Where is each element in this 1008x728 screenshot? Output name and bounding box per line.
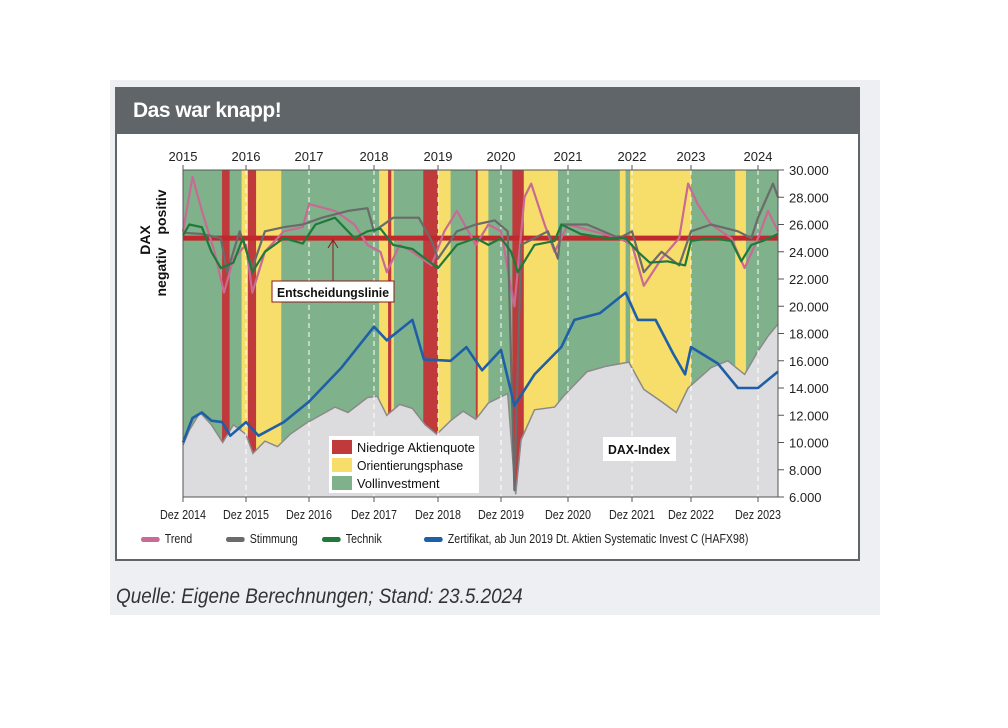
dax-index-label: DAX-Index — [608, 442, 671, 457]
top-tick-label: 2024 — [744, 149, 773, 164]
y-tick-label: 10.000 — [789, 436, 829, 451]
legend-label: Trend — [164, 532, 193, 546]
y-label-negativ: negativ — [153, 247, 169, 296]
phase-band-yellow — [735, 170, 747, 497]
bottom-tick-label: Dez 2016 — [286, 507, 332, 522]
top-tick-label: 2019 — [424, 149, 453, 164]
legend-item-trend: Trend — [141, 532, 192, 546]
phase-band-yellow — [379, 170, 389, 497]
phase-legend-swatch-red — [332, 440, 352, 454]
y-tick-label: 14.000 — [789, 381, 829, 396]
chart-header: Das war knapp! — [117, 89, 858, 134]
series-line-trend — [181, 175, 779, 308]
y-tick-label: 18.000 — [789, 327, 829, 342]
phase-band-yellow — [619, 170, 627, 497]
phase-band-red — [475, 170, 479, 497]
decision-label: Entscheidungslinie — [277, 285, 389, 300]
top-tick-label: 2016 — [232, 149, 261, 164]
legend-item-technik: Technik — [322, 532, 382, 546]
phase-band-yellow — [391, 170, 395, 497]
legend-swatch — [226, 536, 245, 542]
y-tick-label: 26.000 — [789, 218, 829, 233]
decision-arrow-head — [327, 239, 339, 249]
phase-band-yellow — [241, 170, 249, 497]
y-tick-label: 28.000 — [789, 190, 829, 205]
phase-band-red — [247, 170, 257, 497]
y-tick-label: 24.000 — [789, 245, 829, 260]
y-label-positiv: positiv — [153, 189, 169, 234]
source-note: Quelle: Eigene Berechnungen; Stand: 23.5… — [116, 585, 523, 608]
phase-band-yellow — [477, 170, 489, 497]
y-tick-label: 12.000 — [789, 408, 829, 423]
legend-item-zertifikat: Zertifikat, ab Jun 2019 Dt. Aktien Syste… — [424, 532, 748, 546]
phase-band-red — [388, 170, 392, 497]
top-tick-label: 2023 — [677, 149, 706, 164]
bottom-tick-label: Dez 2014 — [160, 507, 206, 522]
y-tick-label: 6.000 — [789, 490, 822, 505]
phase-legend-label: Orientierungsphase — [357, 459, 463, 473]
top-tick-label: 2021 — [554, 149, 583, 164]
top-tick-label: 2022 — [618, 149, 647, 164]
series-line-stimmung — [182, 182, 780, 492]
phase-legend-swatch-green — [332, 476, 352, 490]
top-tick-label: 2020 — [487, 149, 516, 164]
bottom-tick-label: Dez 2017 — [351, 507, 397, 522]
y-label-dax: DAX — [137, 225, 153, 255]
dax-index-line — [182, 323, 779, 495]
top-tick-label: 2015 — [169, 149, 198, 164]
bottom-tick-label: Dez 2023 — [735, 507, 781, 522]
legend-label: Technik — [345, 532, 382, 546]
legend-swatch — [141, 536, 160, 542]
legend-swatch — [424, 536, 443, 542]
series-line-zertifikat — [181, 291, 779, 443]
top-tick-label: 2017 — [295, 149, 324, 164]
legend-label: Zertifikat, ab Jun 2019 Dt. Aktien Syste… — [447, 532, 749, 546]
y-tick-label: 16.000 — [789, 354, 829, 369]
phase-legend-swatch-yellow — [332, 458, 352, 472]
dax-index-label-box — [603, 437, 676, 461]
phase-band-red — [222, 170, 231, 497]
bottom-tick-label: Dez 2019 — [478, 507, 524, 522]
y-tick-label: 22.000 — [789, 272, 829, 287]
bottom-tick-label: Dez 2021 — [609, 507, 655, 522]
bottom-tick-label: Dez 2018 — [415, 507, 461, 522]
legend-label: Stimmung — [249, 532, 298, 546]
phase-legend-label: Vollinvestment — [357, 477, 440, 491]
decision-label-box — [271, 280, 395, 303]
bottom-tick-label: Dez 2015 — [223, 507, 269, 522]
bottom-tick-label: Dez 2020 — [545, 507, 591, 522]
phase-band-green — [625, 170, 631, 497]
bottom-tick-label: Dez 2022 — [668, 507, 714, 522]
y-tick-label: 30.000 — [789, 163, 829, 178]
top-tick-label: 2018 — [360, 149, 389, 164]
chart-title: Das war knapp! — [133, 99, 282, 122]
y-tick-label: 20.000 — [789, 299, 829, 314]
phase-band-yellow — [438, 170, 452, 497]
phase-legend-label: Niedrige Aktienquote — [357, 441, 475, 455]
y-tick-label: 8.000 — [789, 463, 822, 478]
legend-item-stimmung: Stimmung — [226, 532, 298, 546]
legend-swatch — [322, 536, 341, 542]
series-line-technik — [182, 216, 779, 274]
phase-legend-box — [329, 436, 479, 493]
